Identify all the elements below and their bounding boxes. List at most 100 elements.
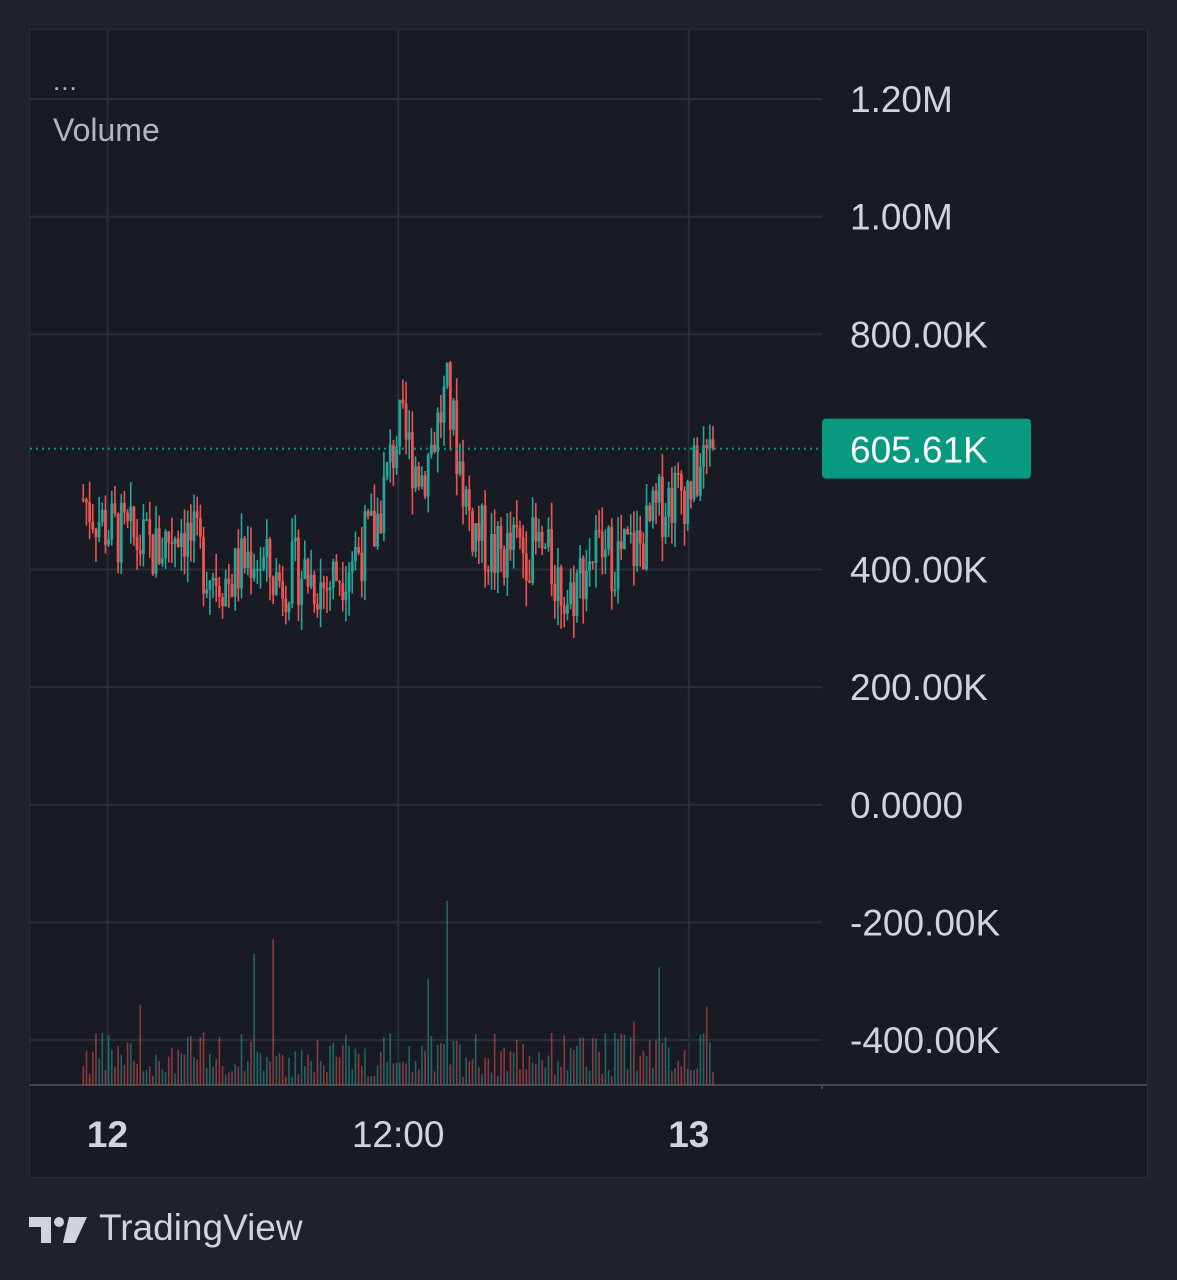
candle	[195, 496, 199, 536]
candle	[85, 497, 88, 526]
volume-bar	[560, 1066, 562, 1085]
candle	[230, 573, 234, 598]
volume-bar	[95, 1033, 97, 1085]
volume-bar	[642, 1050, 645, 1085]
candle	[420, 466, 424, 490]
candle	[679, 470, 683, 515]
volume-bar	[310, 1061, 312, 1085]
volume-bar	[699, 1034, 702, 1085]
volume-bar	[690, 1070, 692, 1085]
volume-bar	[563, 1035, 566, 1085]
volume-bar	[535, 1064, 537, 1085]
candle	[474, 523, 478, 558]
candle	[692, 437, 696, 503]
candle	[483, 490, 487, 588]
volume-bar	[285, 1076, 287, 1085]
volume-bar	[506, 1070, 509, 1085]
volume-bar	[262, 1070, 265, 1085]
candle	[309, 549, 313, 590]
candle	[594, 515, 598, 588]
last-price-badge	[822, 418, 1031, 479]
volume-bar	[579, 1037, 581, 1085]
candle	[635, 510, 639, 572]
tradingview-brand[interactable]: TradingView	[29, 1206, 303, 1250]
volume-bar	[671, 1070, 673, 1085]
candle	[335, 554, 338, 582]
volume-bar	[693, 1069, 695, 1085]
volume-bars	[82, 900, 714, 1085]
volume-bar	[430, 1036, 433, 1085]
brand-name: TradingView	[99, 1207, 303, 1248]
volume-bar	[452, 1041, 455, 1085]
volume-bar	[360, 1065, 363, 1085]
candle	[401, 379, 405, 409]
volume-indicator-label[interactable]: Volume	[53, 112, 160, 148]
volume-bar	[620, 1034, 623, 1085]
candle	[581, 555, 585, 624]
volume-bar	[322, 1065, 325, 1085]
volume-bar	[601, 1073, 604, 1085]
candle	[607, 525, 610, 556]
volume-bar	[98, 1058, 100, 1085]
candle	[623, 528, 626, 550]
indicator-menu-button[interactable]: ...	[53, 66, 78, 96]
volume-bar	[572, 1049, 575, 1085]
candle	[297, 529, 300, 622]
candle	[702, 426, 705, 489]
y-axis[interactable]: 1.20M 1.00M 800.00K 400.00K 200.00K 0.0000 -20…	[850, 79, 1000, 1061]
last-price-label: 605.61K	[850, 430, 988, 471]
volume-bar	[490, 1072, 493, 1085]
candle	[338, 580, 342, 596]
volume-bar	[278, 1053, 281, 1085]
candle	[556, 548, 560, 626]
candle	[502, 545, 506, 586]
candle	[698, 453, 702, 501]
volume-bar	[598, 1051, 600, 1085]
chart-canvas[interactable]: 1.20M 1.00M 800.00K 400.00K 200.00K 0.0000 -20…	[0, 0, 1177, 1200]
volume-bar	[373, 1075, 376, 1085]
candle	[107, 530, 110, 547]
volume-bar	[383, 1037, 385, 1085]
volume-bar	[171, 1048, 173, 1085]
candle	[426, 452, 430, 513]
candle	[344, 566, 348, 622]
candle	[458, 443, 462, 477]
candle	[423, 470, 427, 500]
volume-bar	[417, 1069, 420, 1085]
candle	[410, 411, 414, 515]
y-tick-label: 1.00M	[850, 197, 953, 238]
candle	[547, 517, 550, 552]
candle	[97, 496, 101, 543]
volume-bar	[294, 1051, 297, 1085]
candle	[319, 558, 323, 628]
volume-bar	[614, 1032, 616, 1085]
volume-bar	[462, 1076, 464, 1085]
candle	[645, 484, 648, 572]
volume-bar	[465, 1057, 467, 1085]
candle	[604, 529, 607, 575]
candle	[543, 543, 547, 550]
candle	[202, 527, 205, 607]
candle	[480, 503, 484, 563]
volume-bar	[319, 1060, 322, 1085]
candle	[281, 565, 285, 617]
volume-bar	[120, 1054, 123, 1085]
chart-frame[interactable]	[29, 29, 1148, 1178]
candle	[641, 532, 645, 570]
candle	[613, 571, 617, 597]
volume-bar	[538, 1052, 540, 1085]
candle	[366, 508, 370, 520]
volume-bar	[177, 1049, 180, 1085]
volume-bar	[696, 1068, 698, 1085]
x-axis[interactable]: 12 12:00 13	[87, 1114, 709, 1155]
candle	[486, 565, 490, 585]
volume-bar	[142, 1071, 145, 1085]
volume-bar	[164, 1072, 167, 1085]
candle	[689, 480, 693, 509]
candle	[243, 536, 247, 574]
candle	[585, 549, 588, 612]
candle	[94, 527, 98, 562]
candle	[452, 397, 455, 436]
volume-bar	[259, 1053, 262, 1085]
volume-bar	[709, 1042, 711, 1085]
